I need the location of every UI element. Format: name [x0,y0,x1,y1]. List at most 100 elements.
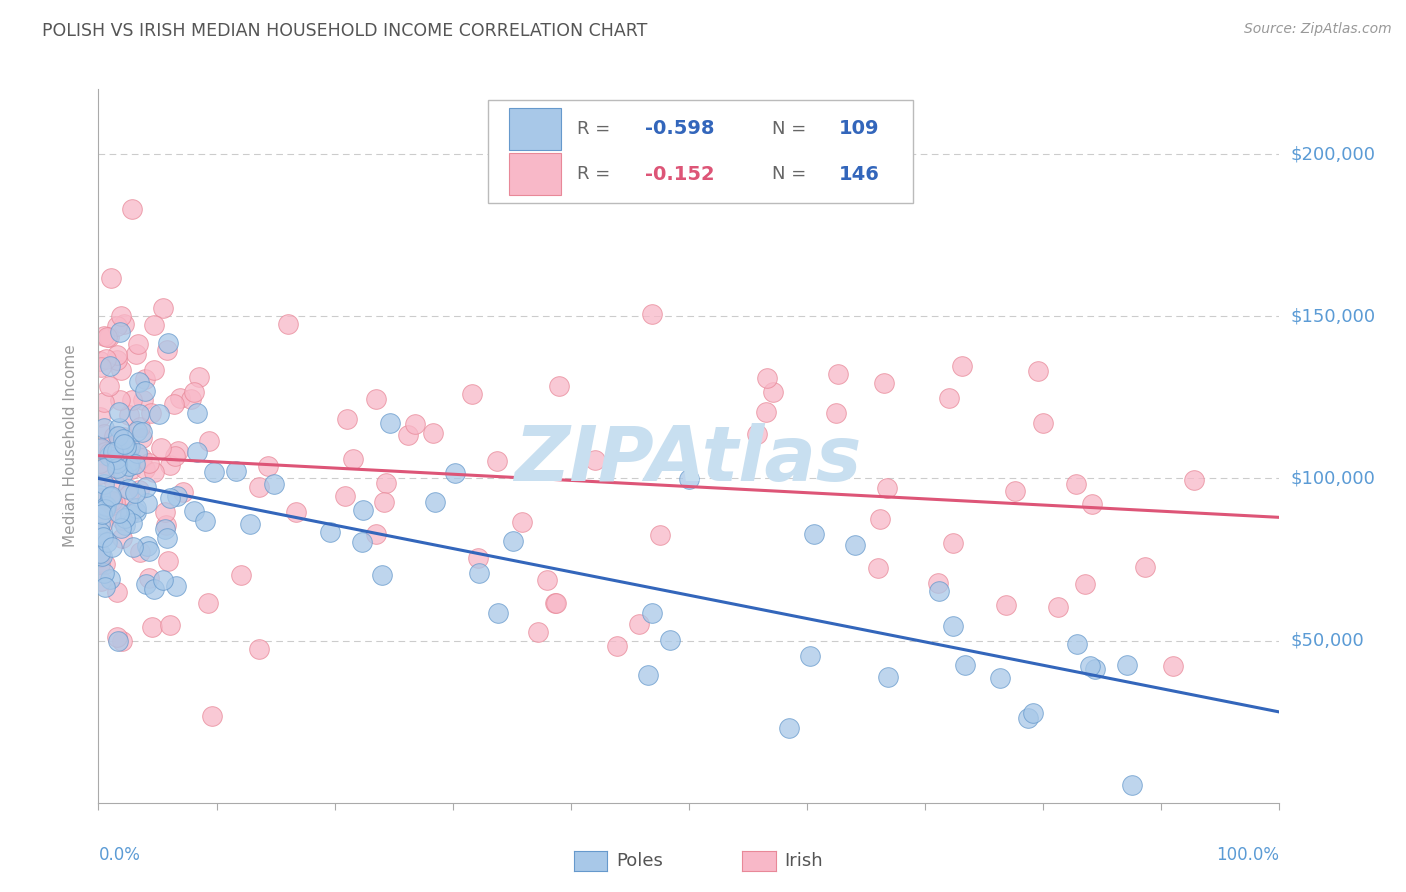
Point [101,540,124,554]
Point [152,301,174,315]
Point [827,367,849,381]
Point [91,530,114,544]
Point [153,522,176,536]
Point [257,459,280,474]
Point [231,567,253,582]
Point [1121,778,1143,792]
Point [93,566,115,580]
Point [159,458,181,472]
Point [225,464,247,478]
Point [486,607,509,621]
Point [606,639,628,653]
Point [108,392,131,407]
Point [107,405,129,419]
Point [544,596,567,610]
Point [135,480,157,494]
Point [94,499,117,513]
Point [627,616,650,631]
Point [277,317,299,331]
Point [124,486,146,500]
Point [247,642,270,657]
Text: N =: N = [772,165,811,184]
Text: R =: R = [576,165,616,184]
Point [89,442,111,457]
Point [90,442,112,456]
Point [135,577,157,591]
Point [89,488,111,502]
Point [125,346,148,360]
Point [107,585,129,599]
Point [866,561,889,575]
Text: 100.0%: 100.0% [1216,846,1279,863]
Point [111,634,134,648]
Point [105,456,128,470]
Point [762,384,785,399]
Point [90,359,112,374]
Point [111,531,134,545]
Point [125,446,148,460]
Point [98,490,121,504]
Point [263,477,285,491]
Point [93,395,115,409]
Point [131,431,153,445]
Point [156,531,179,545]
Point [108,433,131,447]
Point [1161,659,1184,673]
Point [111,513,134,527]
Point [115,440,138,454]
Point [134,372,156,386]
Point [148,407,170,421]
Point [138,571,160,585]
Point [89,524,111,539]
Text: R =: R = [576,120,616,138]
Point [953,657,976,672]
Point [548,379,571,393]
Point [678,472,700,486]
Text: POLISH VS IRISH MEDIAN HOUSEHOLD INCOME CORRELATION CHART: POLISH VS IRISH MEDIAN HOUSEHOLD INCOME … [42,22,648,40]
Point [285,505,308,519]
Point [342,452,364,467]
Point [98,445,121,459]
Point [510,515,533,529]
Point [396,428,419,442]
Point [105,443,128,458]
Point [319,524,342,539]
Point [877,670,900,684]
Point [747,427,769,442]
Point [950,359,973,373]
Point [249,480,271,494]
Point [1133,560,1156,574]
Point [1074,576,1097,591]
Point [366,527,388,541]
Point [1182,474,1205,488]
Point [108,421,131,435]
Point [93,501,115,516]
Point [153,505,176,519]
Point [157,553,180,567]
Point [544,596,567,610]
Point [91,507,114,521]
Point [89,516,111,531]
Point [138,544,160,558]
Point [112,318,135,332]
Point [98,462,121,476]
Point [132,392,155,407]
Point [100,271,122,285]
Point [183,504,205,518]
Point [1116,657,1139,672]
Point [485,453,508,467]
Point [118,507,141,521]
Point [990,671,1012,685]
Point [96,534,118,549]
Point [93,460,115,475]
Point [468,566,491,581]
Point [93,426,115,441]
Point [166,489,188,503]
Point [100,489,122,503]
Point [118,443,141,458]
Point [755,405,778,419]
Text: 0.0%: 0.0% [98,846,141,863]
Point [180,392,202,406]
Point [928,583,950,598]
Point [778,721,800,735]
